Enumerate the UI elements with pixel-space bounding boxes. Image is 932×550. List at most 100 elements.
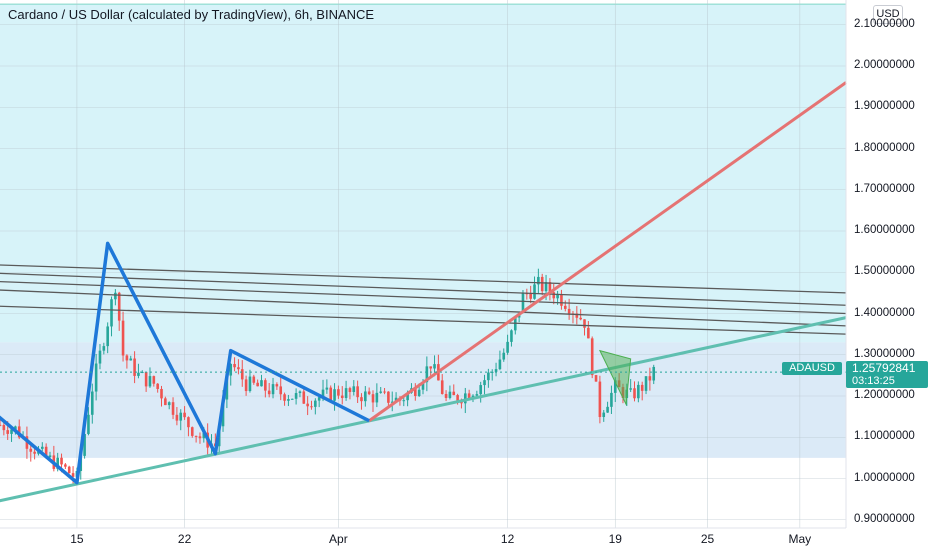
candle-body-152 (583, 319, 586, 328)
candle-body-52 (198, 436, 202, 439)
candle-body-160 (613, 380, 617, 393)
candle-body-116 (444, 393, 448, 398)
candle-body-36 (137, 372, 140, 376)
candle-body-129 (494, 369, 498, 372)
candle-body-157 (602, 412, 606, 418)
price-tick-12: 2.10000000 (854, 17, 915, 30)
candle-body-23 (87, 414, 90, 434)
candle-body-53 (202, 432, 206, 439)
candle-body-159 (610, 392, 613, 407)
green-trend-line (0, 316, 847, 503)
candle-body-122 (467, 393, 471, 399)
candle-body-79 (302, 391, 306, 404)
candle-body-29 (110, 299, 113, 327)
price-tick-11: 2.00000000 (854, 59, 915, 71)
candle-body-81 (310, 406, 313, 408)
candle-body-88 (337, 389, 340, 396)
candle-body-87 (333, 389, 336, 401)
bar-countdown: 03:13:25 (852, 375, 895, 387)
candle-body-121 (464, 393, 467, 404)
candle-body-67 (256, 382, 259, 387)
candle-body-70 (267, 390, 271, 395)
candle-body-13 (48, 455, 52, 458)
candle-body-64 (244, 379, 248, 392)
candle-body-126 (483, 380, 486, 386)
price-tick-7: 1.60000000 (854, 224, 915, 236)
candle-body-153 (587, 327, 590, 339)
candle-body-46 (175, 414, 179, 421)
candle-body-33 (125, 355, 129, 361)
candle-body-22 (83, 433, 86, 456)
candle-body-103 (394, 397, 398, 402)
candle-body-170 (652, 366, 656, 381)
date-tick-3: 12 (500, 532, 515, 546)
candle-body-8 (29, 448, 33, 452)
candle-body-1 (2, 425, 6, 431)
candle-body-83 (317, 397, 321, 401)
candle-body-25 (94, 363, 98, 392)
price-zone-1 (0, 342, 846, 458)
candle-body-90 (344, 388, 348, 399)
price-tick-4: 1.30000000 (854, 347, 915, 360)
candle-body-61 (233, 363, 236, 368)
candle-body-73 (279, 386, 283, 395)
candle-body-96 (367, 391, 371, 395)
candle-body-147 (563, 305, 567, 309)
chart-title: Cardano / US Dollar (calculated by Tradi… (8, 7, 375, 22)
price-tick-1: 1.00000000 (854, 471, 915, 484)
candle-body-63 (240, 369, 244, 380)
candle-body-77 (294, 393, 298, 399)
red-trend-line (368, 81, 847, 422)
candle-body-93 (356, 386, 359, 398)
symbol-price-tag: ADAUSD (782, 362, 842, 375)
candle-body-169 (648, 376, 652, 381)
candle-body-43 (164, 398, 167, 406)
candle-body-165 (633, 388, 636, 399)
candle-body-11 (41, 446, 44, 449)
price-tick-2: 1.10000000 (854, 430, 915, 443)
currency-button[interactable]: USD (873, 5, 903, 24)
candle-body-44 (167, 402, 171, 406)
candle-body-80 (306, 403, 309, 407)
candle-body-95 (364, 391, 367, 402)
candle-body-62 (237, 367, 240, 370)
candle-body-130 (498, 359, 502, 370)
candle-body-41 (156, 383, 159, 389)
candle-body-112 (429, 366, 432, 369)
candle-body-146 (560, 294, 563, 306)
grid-lines (0, 0, 846, 528)
candle-body-65 (248, 376, 252, 392)
price-tick-9: 1.80000000 (854, 141, 915, 154)
candle-body-124 (475, 394, 479, 396)
candle-body-140 (537, 276, 540, 285)
candle-body-109 (417, 389, 421, 396)
candle-body-69 (264, 380, 267, 391)
candle-body-132 (506, 341, 509, 353)
candle-body-158 (606, 406, 609, 413)
drawing-annotations (0, 81, 847, 503)
candle-body-38 (144, 371, 148, 387)
zigzag-pattern (0, 241, 370, 485)
candle-body-127 (487, 372, 490, 381)
candle-body-40 (152, 376, 156, 384)
candle-body-78 (298, 391, 302, 394)
candle-body-106 (406, 392, 409, 401)
candle-body-16 (60, 457, 63, 465)
price-tick-10: 1.90000000 (854, 100, 915, 113)
candle-body-92 (352, 386, 356, 393)
candle-body-28 (106, 326, 109, 347)
candle-body-102 (390, 401, 394, 403)
candle-body-168 (644, 376, 648, 391)
candle-body-30 (114, 292, 117, 300)
date-tick-1: 22 (177, 532, 192, 546)
candle-body-166 (637, 384, 640, 399)
channel-line-4 (0, 305, 847, 335)
candle-body-15 (56, 457, 59, 469)
candle-body-108 (414, 388, 417, 396)
last-price-value: 1.25792841 (852, 361, 916, 375)
candle-body-119 (456, 395, 459, 402)
date-tick-2: Apr (329, 532, 348, 546)
candle-body-125 (479, 385, 482, 395)
candle-body-76 (290, 398, 294, 400)
